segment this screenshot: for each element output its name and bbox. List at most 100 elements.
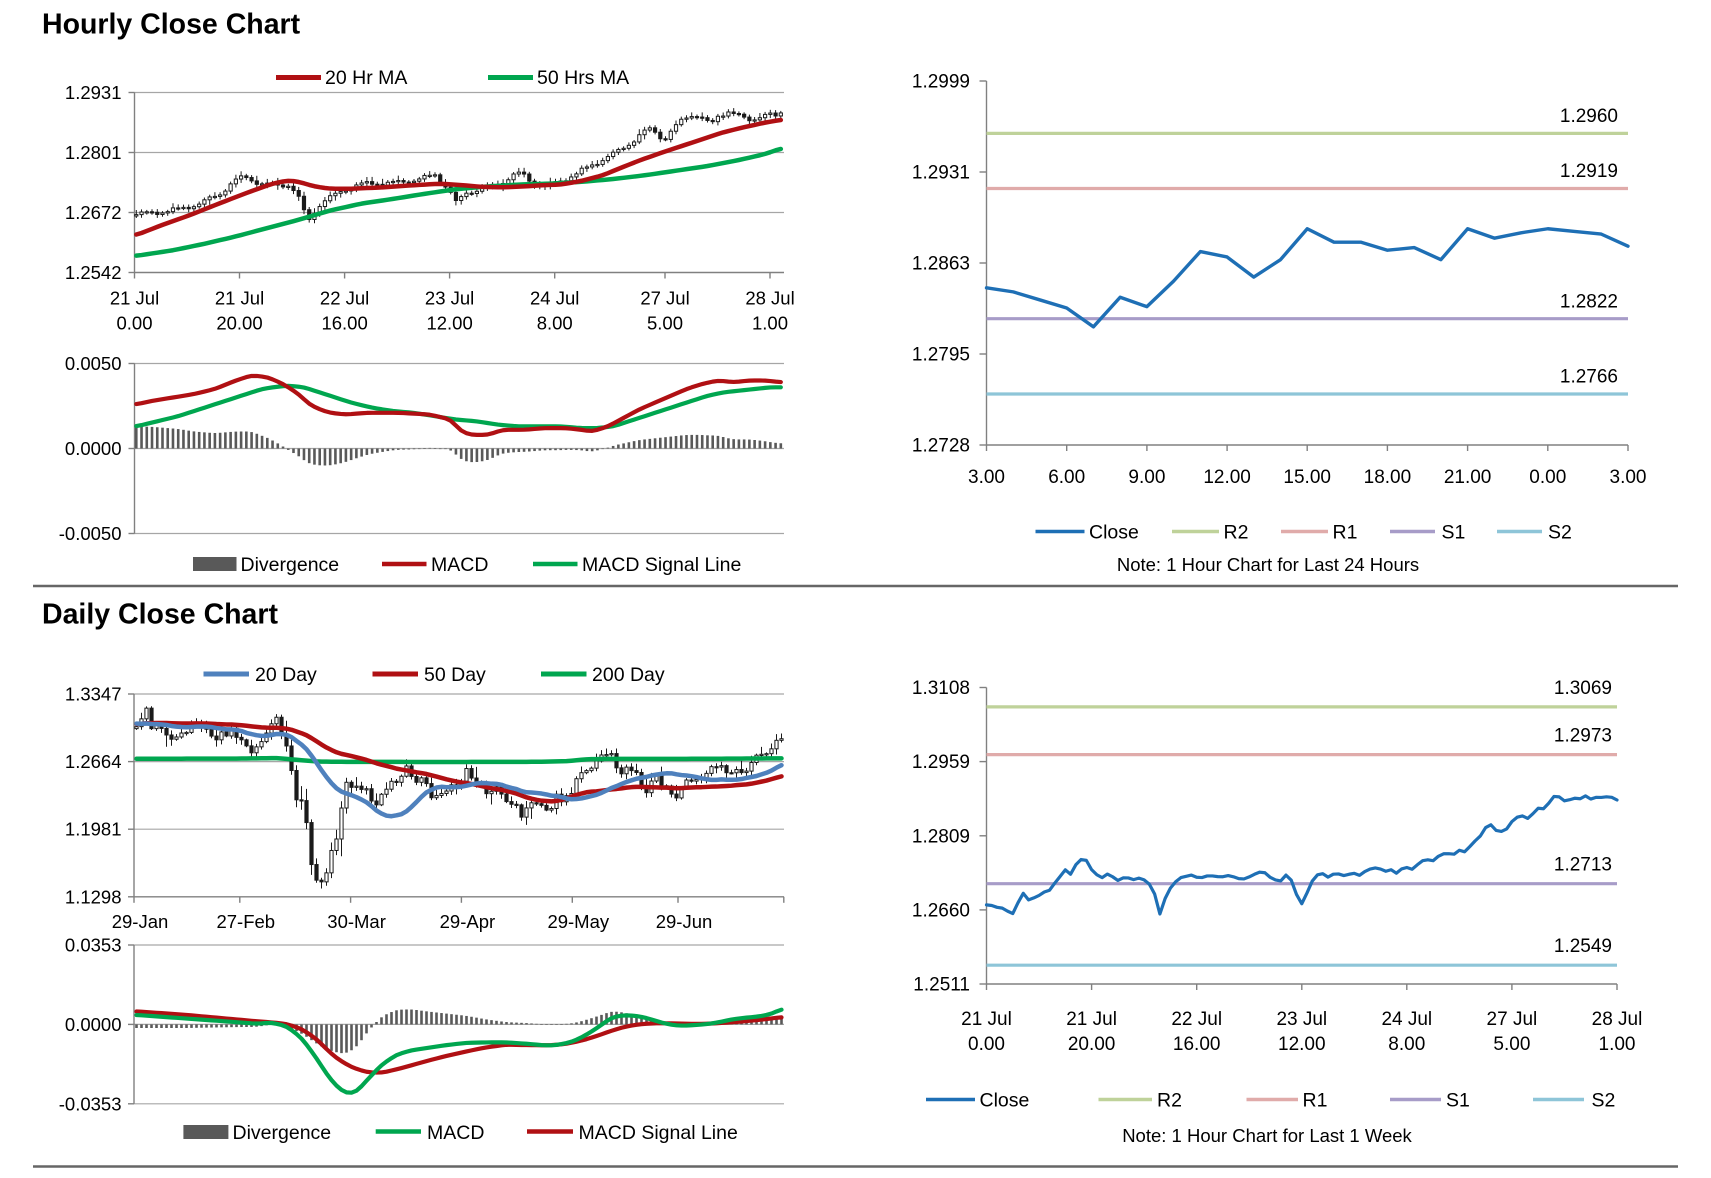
svg-text:24 Jul: 24 Jul	[530, 288, 579, 309]
svg-text:29-Jun: 29-Jun	[656, 911, 713, 932]
svg-text:Divergence: Divergence	[233, 1122, 332, 1144]
svg-text:1.2999: 1.2999	[912, 72, 970, 93]
svg-text:1.1981: 1.1981	[65, 819, 122, 840]
svg-text:200 Day: 200 Day	[592, 664, 665, 686]
svg-text:-0.0353: -0.0353	[59, 1093, 122, 1114]
svg-text:1.2801: 1.2801	[65, 142, 122, 163]
svg-text:50 Day: 50 Day	[424, 664, 486, 686]
svg-text:S2: S2	[1592, 1090, 1616, 1112]
svg-text:1.3347: 1.3347	[65, 684, 122, 705]
svg-text:12.00: 12.00	[1278, 1034, 1326, 1055]
svg-text:0.00: 0.00	[116, 313, 152, 334]
svg-text:1.2549: 1.2549	[1554, 936, 1612, 957]
svg-text:1.2542: 1.2542	[65, 262, 122, 283]
svg-text:27 Jul: 27 Jul	[1487, 1009, 1538, 1030]
svg-text:1.3108: 1.3108	[912, 678, 970, 699]
svg-text:1.00: 1.00	[1599, 1034, 1636, 1055]
svg-text:12.00: 12.00	[426, 313, 472, 334]
svg-text:5.00: 5.00	[1493, 1034, 1530, 1055]
svg-text:20.00: 20.00	[1068, 1034, 1116, 1055]
svg-text:R1: R1	[1303, 1090, 1328, 1112]
svg-text:1.2931: 1.2931	[912, 163, 970, 184]
svg-text:24 Jul: 24 Jul	[1381, 1009, 1432, 1030]
svg-text:1.2766: 1.2766	[1560, 367, 1618, 388]
svg-text:29-May: 29-May	[547, 911, 609, 932]
svg-text:23 Jul: 23 Jul	[1276, 1009, 1327, 1030]
svg-text:Note: 1 Hour Chart for Last 24: Note: 1 Hour Chart for Last 24 Hours	[1117, 554, 1419, 575]
svg-text:1.00: 1.00	[752, 313, 788, 334]
svg-text:8.00: 8.00	[1388, 1034, 1425, 1055]
svg-text:3.00: 3.00	[968, 467, 1005, 488]
svg-text:9.00: 9.00	[1128, 467, 1165, 488]
svg-text:1.2713: 1.2713	[1554, 855, 1612, 876]
svg-text:15.00: 15.00	[1283, 467, 1331, 488]
svg-text:Close: Close	[1089, 522, 1139, 544]
svg-text:21.00: 21.00	[1444, 467, 1492, 488]
svg-text:0.0000: 0.0000	[65, 438, 122, 459]
svg-text:MACD Signal Line: MACD Signal Line	[582, 554, 741, 576]
svg-text:20.00: 20.00	[216, 313, 262, 334]
svg-text:1.2795: 1.2795	[912, 345, 970, 366]
svg-text:27-Feb: 27-Feb	[216, 911, 275, 932]
svg-text:R1: R1	[1333, 522, 1358, 544]
svg-text:21 Jul: 21 Jul	[961, 1009, 1012, 1030]
svg-text:16.00: 16.00	[321, 313, 367, 334]
svg-text:27 Jul: 27 Jul	[640, 288, 689, 309]
svg-text:1.2660: 1.2660	[912, 900, 970, 921]
svg-text:18.00: 18.00	[1364, 467, 1412, 488]
svg-text:0.0353: 0.0353	[65, 935, 122, 956]
svg-text:1.2822: 1.2822	[1560, 292, 1618, 313]
svg-text:12.00: 12.00	[1203, 467, 1251, 488]
svg-text:20 Day: 20 Day	[255, 664, 317, 686]
svg-text:0.0050: 0.0050	[65, 353, 122, 374]
svg-text:S1: S1	[1446, 1090, 1470, 1112]
svg-text:1.2931: 1.2931	[65, 82, 122, 103]
svg-text:S2: S2	[1548, 522, 1572, 544]
svg-text:30-Mar: 30-Mar	[327, 911, 386, 932]
svg-text:1.2863: 1.2863	[912, 254, 970, 275]
svg-text:1.1298: 1.1298	[65, 886, 122, 907]
svg-text:Divergence: Divergence	[241, 554, 340, 576]
svg-text:28 Jul: 28 Jul	[1592, 1009, 1643, 1030]
svg-text:0.0000: 0.0000	[65, 1014, 122, 1035]
svg-text:16.00: 16.00	[1173, 1034, 1221, 1055]
svg-text:1.3069: 1.3069	[1554, 678, 1612, 699]
svg-text:-0.0050: -0.0050	[59, 523, 122, 544]
svg-text:Close: Close	[980, 1090, 1030, 1112]
svg-text:22 Jul: 22 Jul	[1171, 1009, 1222, 1030]
svg-text:MACD: MACD	[427, 1122, 484, 1144]
svg-text:5.00: 5.00	[647, 313, 683, 334]
svg-text:1.2973: 1.2973	[1554, 726, 1612, 747]
svg-text:28 Jul: 28 Jul	[745, 288, 794, 309]
svg-text:1.2728: 1.2728	[912, 436, 970, 457]
svg-text:1.2960: 1.2960	[1560, 106, 1618, 127]
svg-text:21 Jul: 21 Jul	[1066, 1009, 1117, 1030]
svg-text:22 Jul: 22 Jul	[320, 288, 369, 309]
svg-text:R2: R2	[1224, 522, 1249, 544]
svg-text:50 Hrs MA: 50 Hrs MA	[537, 67, 629, 89]
svg-text:21 Jul: 21 Jul	[215, 288, 264, 309]
svg-text:0.00: 0.00	[968, 1034, 1005, 1055]
svg-text:8.00: 8.00	[537, 313, 573, 334]
svg-text:Note: 1 Hour Chart for Last 1: Note: 1 Hour Chart for Last 1 Week	[1122, 1125, 1412, 1146]
svg-text:1.2809: 1.2809	[912, 826, 970, 847]
svg-text:1.2511: 1.2511	[913, 975, 970, 996]
svg-text:3.00: 3.00	[1610, 467, 1647, 488]
svg-text:1.2959: 1.2959	[912, 752, 970, 773]
svg-text:Hourly Close Chart: Hourly Close Chart	[42, 9, 301, 41]
svg-text:R2: R2	[1157, 1090, 1182, 1112]
svg-text:6.00: 6.00	[1048, 467, 1085, 488]
svg-text:21 Jul: 21 Jul	[110, 288, 159, 309]
svg-text:MACD Signal Line: MACD Signal Line	[579, 1122, 738, 1144]
svg-text:MACD: MACD	[431, 554, 488, 576]
svg-text:20 Hr MA: 20 Hr MA	[325, 67, 407, 89]
svg-text:29-Apr: 29-Apr	[440, 911, 496, 932]
svg-text:1.2664: 1.2664	[65, 751, 122, 772]
svg-text:S1: S1	[1442, 522, 1466, 544]
svg-text:23 Jul: 23 Jul	[425, 288, 474, 309]
svg-text:1.2672: 1.2672	[65, 202, 122, 223]
svg-text:0.00: 0.00	[1529, 467, 1566, 488]
svg-text:1.2919: 1.2919	[1560, 161, 1618, 182]
svg-text:29-Jan: 29-Jan	[112, 911, 169, 932]
svg-text:Daily Close Chart: Daily Close Chart	[42, 599, 278, 631]
